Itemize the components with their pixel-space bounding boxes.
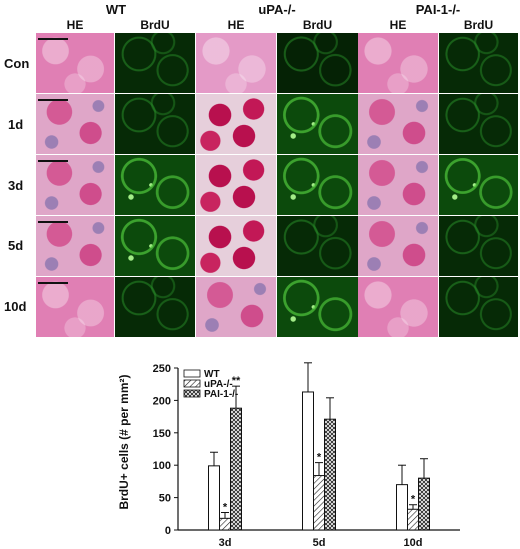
micrograph-pai1-he-5d xyxy=(358,216,438,276)
micrograph-wt-brdu-3d xyxy=(115,155,195,215)
micrograph-upa-he-con xyxy=(196,33,276,93)
micrograph-wt-he-10d xyxy=(36,277,114,337)
stain-label-wt-brdu: BrdU xyxy=(140,18,170,32)
legend-swatch xyxy=(183,369,201,378)
micrograph-pai1-brdu-1d xyxy=(439,94,518,154)
scale-bar-5d xyxy=(38,221,68,223)
y-tick-label: 50 xyxy=(159,493,171,505)
bar-wt-5d xyxy=(302,391,314,531)
significance-marker: * xyxy=(317,452,322,464)
bar-chart: 050100150200250***3d*5d*10dWTuPA-/-PAI-1… xyxy=(153,362,460,549)
legend-label: WT xyxy=(204,369,220,380)
scale-bar-1d xyxy=(38,99,68,101)
stain-label-upa-he: HE xyxy=(227,18,245,32)
row-label-5d: 5d xyxy=(8,238,24,253)
micrograph-upa-brdu-3d xyxy=(277,155,358,215)
significance-marker: * xyxy=(223,502,228,514)
row-label-1d: 1d xyxy=(8,117,24,132)
micrograph-pai1-he-1d xyxy=(358,94,438,154)
legend-label: PAI-1-/- xyxy=(204,389,238,400)
micrograph-upa-he-3d xyxy=(196,155,276,215)
bar-upa-10d xyxy=(407,508,419,531)
row-label-con: Con xyxy=(4,56,30,71)
scale-bar-con xyxy=(38,38,68,40)
bar-upa-3d xyxy=(219,517,231,531)
micrograph-pai1-brdu-10d xyxy=(439,277,518,337)
y-tick-label: 100 xyxy=(153,460,171,472)
micrograph-wt-he-5d xyxy=(36,216,114,276)
y-tick-label: 0 xyxy=(165,525,171,537)
legend-swatch xyxy=(183,389,201,398)
micrograph-upa-brdu-10d xyxy=(277,277,358,337)
x-tick-label: 3d xyxy=(219,537,232,549)
scale-bar-10d xyxy=(38,282,68,284)
significance-marker: ** xyxy=(232,375,241,387)
micrograph-pai1-brdu-3d xyxy=(439,155,518,215)
stain-label-wt-he: HE xyxy=(66,18,84,32)
significance-marker: * xyxy=(411,494,416,506)
micrograph-pai1-he-10d xyxy=(358,277,438,337)
group-label-wt: WT xyxy=(105,2,127,17)
bar-pai1-3d xyxy=(230,407,242,531)
micrograph-wt-he-3d xyxy=(36,155,114,215)
micrograph-upa-he-1d xyxy=(196,94,276,154)
y-tick-label: 250 xyxy=(153,363,171,375)
bar-wt-3d xyxy=(208,465,220,531)
micrograph-pai1-brdu-5d xyxy=(439,216,518,276)
micrograph-wt-brdu-5d xyxy=(115,216,195,276)
micrograph-upa-brdu-5d xyxy=(277,216,358,276)
stain-label-upa-brdu: BrdU xyxy=(302,18,333,32)
micrograph-wt-brdu-con xyxy=(115,33,195,93)
micrograph-pai1-he-3d xyxy=(358,155,438,215)
bar-wt-10d xyxy=(396,484,408,531)
legend-swatch xyxy=(183,379,201,388)
x-tick-label: 10d xyxy=(404,537,423,549)
legend-label: uPA-/- xyxy=(204,379,233,390)
micrograph-upa-he-5d xyxy=(196,216,276,276)
group-label-upa: uPA-/- xyxy=(258,2,296,17)
row-label-10d: 10d xyxy=(4,299,27,314)
stain-label-pai1-he: HE xyxy=(389,18,407,32)
y-tick-label: 150 xyxy=(153,428,171,440)
micrograph-wt-brdu-10d xyxy=(115,277,195,337)
micrograph-upa-brdu-con xyxy=(277,33,358,93)
micrograph-pai1-he-con xyxy=(358,33,438,93)
micrograph-pai1-brdu-con xyxy=(439,33,518,93)
micrograph-wt-brdu-1d xyxy=(115,94,195,154)
x-tick-label: 5d xyxy=(313,537,326,549)
bar-pai1-10d xyxy=(418,477,430,531)
bar-pai1-5d xyxy=(324,418,336,531)
y-tick-label: 200 xyxy=(153,395,171,407)
micrograph-wt-he-1d xyxy=(36,94,114,154)
scale-bar-3d xyxy=(38,160,68,162)
micrograph-upa-he-10d xyxy=(196,277,276,337)
micrograph-upa-brdu-1d xyxy=(277,94,358,154)
bar-upa-5d xyxy=(313,475,325,531)
stain-label-pai1-brdu: BrdU xyxy=(463,18,494,32)
row-label-3d: 3d xyxy=(8,178,24,193)
micrograph-wt-he-con xyxy=(36,33,114,93)
group-label-pai1: PAI-1-/- xyxy=(415,2,461,17)
